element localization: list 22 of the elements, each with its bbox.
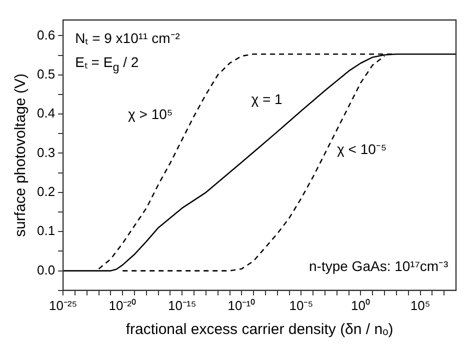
x-axis-title: fractional excess carrier density (δn / nₒ) <box>126 321 394 338</box>
y-tick-label: 0.0 <box>36 262 56 278</box>
x-tick-label: 10⁵ <box>410 298 430 313</box>
y-tick-label: 0.6 <box>36 27 56 42</box>
y-axis-title: surface photovoltage (V) <box>12 73 30 237</box>
x-tick-label: 10⁻²⁰ <box>108 298 137 313</box>
series-label: χ = 1 <box>251 90 282 107</box>
x-tick-label: 10⁰ <box>351 298 370 313</box>
y-tick-label: 0.3 <box>36 144 56 160</box>
y-tick-label: 0.5 <box>36 66 56 82</box>
x-tick-label: 10⁻²⁵ <box>48 298 78 313</box>
x-tick-label: 10⁻¹⁵ <box>168 298 196 313</box>
annotation: Nₜ = 9 x10¹¹ cm⁻² <box>75 30 180 46</box>
series-label: χ > 10⁵ <box>128 106 173 122</box>
y-tick-label: 0.1 <box>36 223 56 238</box>
x-tick-label: 10⁻⁵ <box>289 298 314 313</box>
annotation: n-type GaAs: 10¹⁷cm⁻³ <box>309 258 448 274</box>
y-tick-label: 0.2 <box>36 184 56 200</box>
x-tick-label: 10⁻¹⁰ <box>228 298 256 313</box>
y-tick-label: 0.4 <box>36 106 56 121</box>
series-label: χ < 10⁻⁵ <box>337 141 387 158</box>
annotation: Eₜ = E$_{g}$ / 2 <box>75 54 139 76</box>
